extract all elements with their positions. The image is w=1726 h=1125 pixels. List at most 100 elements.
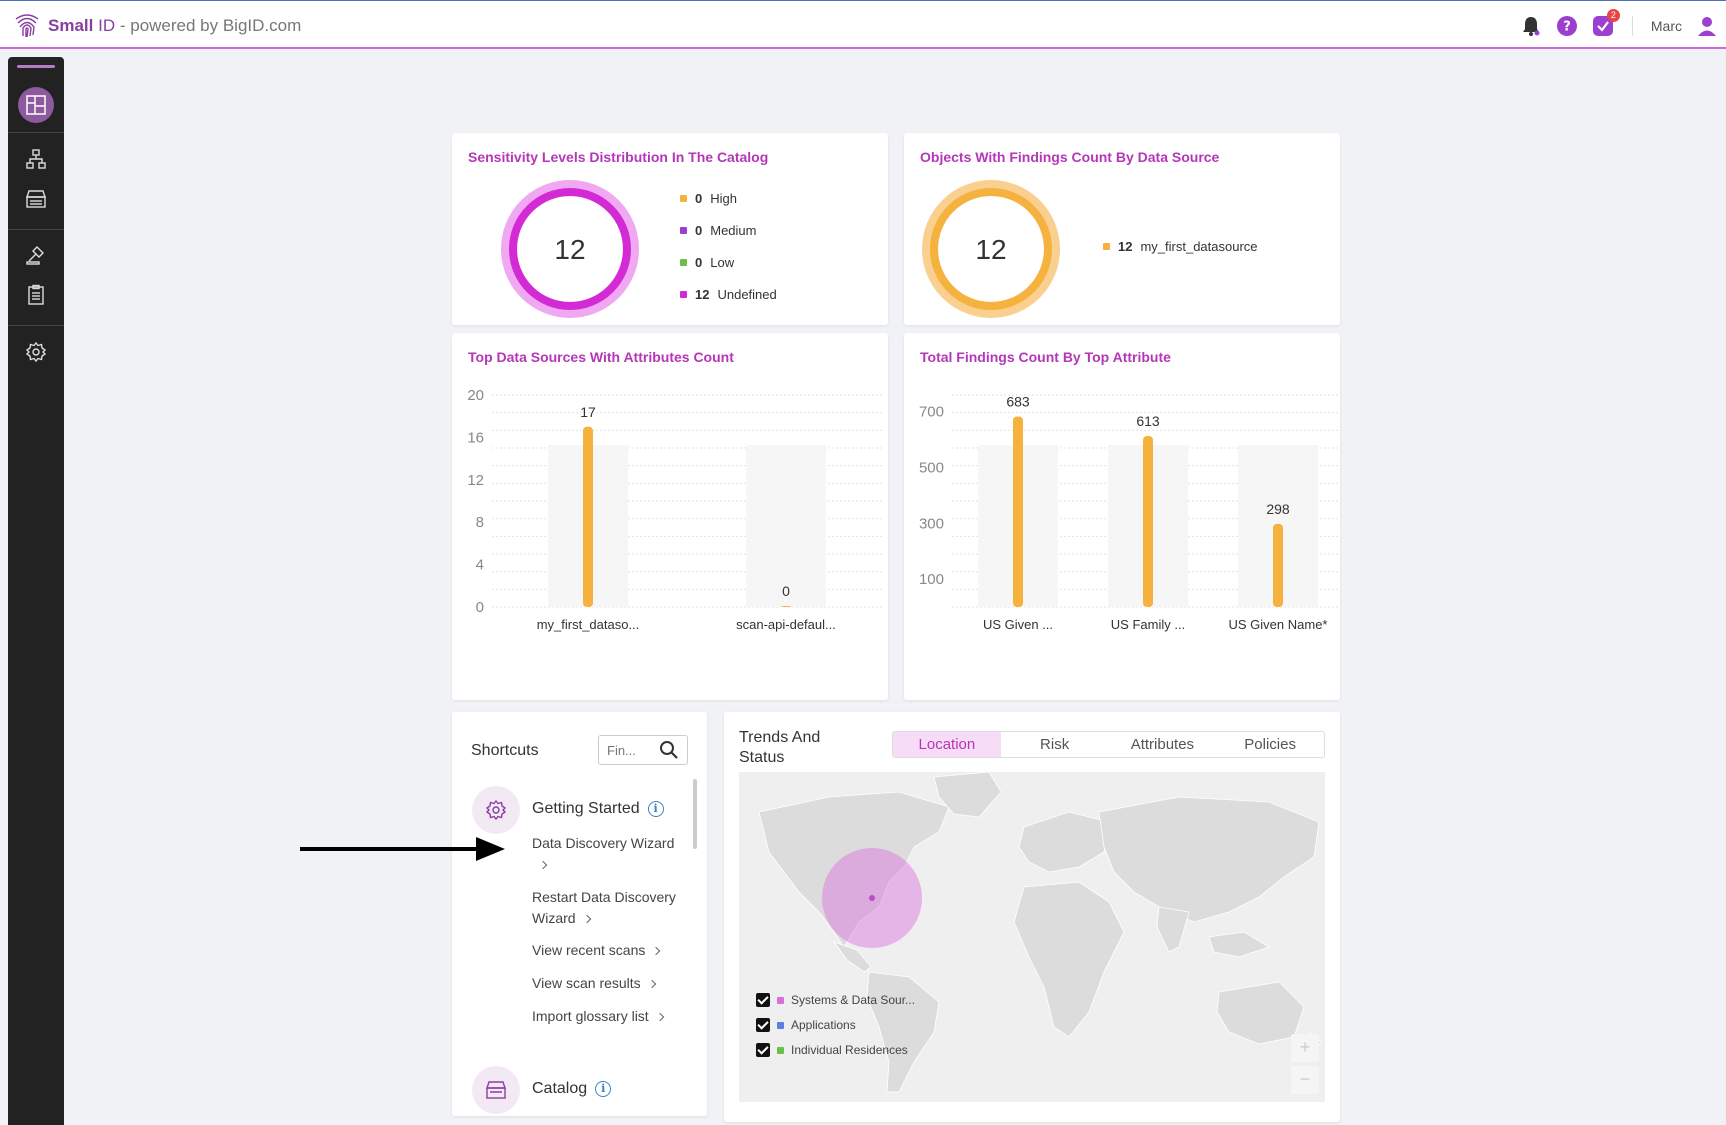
map-legend-systems[interactable]: Systems & Data Sour... — [756, 993, 915, 1007]
top-bar: Small ID - powered by BigID.com ? 2 Marc — [0, 0, 1726, 49]
shortcuts-scrollbar[interactable] — [693, 779, 697, 849]
link-data-discovery-wizard[interactable]: Data Discovery Wizard — [532, 833, 692, 875]
y-tick-label: 8 — [476, 514, 484, 531]
trends-title: Trends And Status — [739, 729, 821, 766]
sidebar-indicator — [17, 65, 55, 68]
tasks-badge: 2 — [1606, 9, 1620, 22]
user-icon[interactable] — [1696, 15, 1718, 37]
catalog-circle — [472, 1066, 520, 1114]
objects-total: 12 — [975, 234, 1006, 265]
catalog-icon[interactable] — [18, 181, 54, 217]
brand-powered: powered by BigID.com — [130, 16, 302, 35]
legend-medium: 0 Medium — [680, 223, 756, 238]
shortcuts-search-input[interactable] — [607, 737, 663, 763]
help-icon[interactable]: ? — [1556, 15, 1578, 37]
link-import-glossary[interactable]: Import glossary list — [532, 1006, 664, 1027]
shortcuts-card: Shortcuts Getting Started i Data Discove… — [452, 712, 707, 1116]
data-sources-icon[interactable] — [18, 141, 54, 177]
info-icon[interactable]: i — [647, 801, 664, 817]
link-view-recent-scans[interactable]: View recent scans — [532, 940, 661, 961]
chevron-right-icon — [655, 1012, 664, 1022]
map-legend-residences[interactable]: Individual Residences — [756, 1043, 908, 1057]
link-label: Import glossary list — [532, 1008, 649, 1024]
objects-title: Objects With Findings Count By Data Sour… — [920, 149, 1220, 165]
legend-dot — [680, 291, 687, 298]
tasks-icon[interactable]: 2 — [1592, 9, 1620, 37]
legend-label: Applications — [791, 1018, 856, 1032]
legend-label: High — [710, 191, 737, 206]
bar — [1273, 523, 1283, 607]
dashboard-icon[interactable] — [18, 87, 54, 123]
tab-policies[interactable]: Policies — [1244, 736, 1296, 753]
y-tick-label: 4 — [476, 557, 484, 574]
legend-count: 0 — [695, 255, 703, 270]
legend-count: 0 — [695, 191, 703, 206]
bar — [1143, 436, 1153, 607]
checkbox[interactable] — [756, 1043, 770, 1057]
tab-location[interactable]: Location — [893, 732, 1001, 757]
bar — [583, 426, 593, 607]
x-tick-label: my_first_dataso... — [537, 617, 640, 632]
sidebar-divider — [8, 229, 64, 230]
settings-icon[interactable] — [18, 334, 54, 370]
zoom-in-button[interactable]: + — [1291, 1034, 1319, 1062]
tab-attributes[interactable]: Attributes — [1130, 736, 1195, 753]
shortcuts-search — [598, 735, 688, 765]
location-point[interactable] — [869, 895, 875, 901]
catalog-icon — [486, 1081, 506, 1099]
checkbox[interactable] — [756, 993, 770, 1007]
shortcuts-title: Shortcuts — [471, 742, 539, 759]
checkbox[interactable] — [756, 1018, 770, 1032]
policies-icon[interactable] — [18, 237, 54, 273]
link-view-scan-results[interactable]: View scan results — [532, 973, 656, 994]
info-icon[interactable]: i — [595, 1081, 612, 1097]
y-tick-label: 100 — [919, 571, 944, 588]
top-datasources-title: Top Data Sources With Attributes Count — [468, 349, 734, 365]
sensitivity-title: Sensitivity Levels Distribution In The C… — [468, 149, 769, 165]
y-tick-label: 16 — [467, 429, 484, 446]
zoom-out-button[interactable]: − — [1291, 1066, 1319, 1094]
total-findings-chart: 100 300 500 700 683 US Given ... 613 US Family … — [919, 393, 1340, 632]
data-label: 0 — [782, 583, 790, 599]
getting-started-label: Getting Started — [532, 800, 640, 817]
link-label: View scan results — [532, 975, 641, 991]
objects-donut: 12 — [922, 180, 1060, 318]
divider — [1631, 16, 1633, 36]
brand-small: Small — [48, 16, 94, 35]
bell-icon[interactable] — [1520, 15, 1542, 37]
catalog-label: Catalog — [532, 1080, 588, 1097]
y-tick-label: 300 — [919, 515, 944, 532]
legend-dot — [777, 1021, 784, 1029]
chevron-right-icon — [652, 946, 661, 956]
bar-background — [746, 445, 826, 607]
tab-risk[interactable]: Risk — [1040, 736, 1070, 753]
gear-icon — [485, 799, 507, 821]
data-label: 298 — [1266, 501, 1290, 517]
reports-icon[interactable] — [18, 277, 54, 313]
legend-undefined: 12 Undefined — [680, 287, 777, 302]
sidebar-divider — [8, 325, 64, 326]
map-legend-applications[interactable]: Applications — [756, 1018, 856, 1032]
link-restart-wizard[interactable]: Restart Data Discovery Wizard — [532, 887, 692, 929]
y-tick-label: 0 — [476, 599, 484, 616]
search-icon[interactable] — [659, 740, 679, 760]
sensitivity-total: 12 — [554, 234, 585, 265]
trends-tabs: Location Risk Attributes Policies — [892, 731, 1325, 758]
objects-card: Objects With Findings Count By Data Sour… — [904, 133, 1340, 325]
world-map[interactable]: Systems & Data Sour... Applications Indi… — [739, 772, 1325, 1102]
data-label: 683 — [1006, 393, 1030, 409]
legend-high: 0 High — [680, 191, 737, 206]
data-label: 17 — [580, 404, 596, 420]
user-name[interactable]: Marc — [1650, 18, 1682, 34]
legend-label: Low — [710, 255, 735, 270]
catalog-heading: Catalog i — [532, 1080, 612, 1098]
y-tick-label: 12 — [467, 472, 484, 489]
data-label: 613 — [1136, 413, 1160, 429]
brand-id: ID — [98, 16, 116, 35]
top-datasources-chart: 0 4 8 12 16 20 17 my_first_dataso... 0 scan-api-d… — [467, 387, 882, 632]
y-tick-label: 500 — [919, 460, 944, 477]
brand[interactable]: Small ID - powered by BigID.com — [14, 13, 301, 39]
legend-datasource: 12 my_first_datasource — [1103, 239, 1258, 254]
legend-dot — [777, 1046, 784, 1054]
total-findings-title: Total Findings Count By Top Attribute — [920, 349, 1171, 365]
